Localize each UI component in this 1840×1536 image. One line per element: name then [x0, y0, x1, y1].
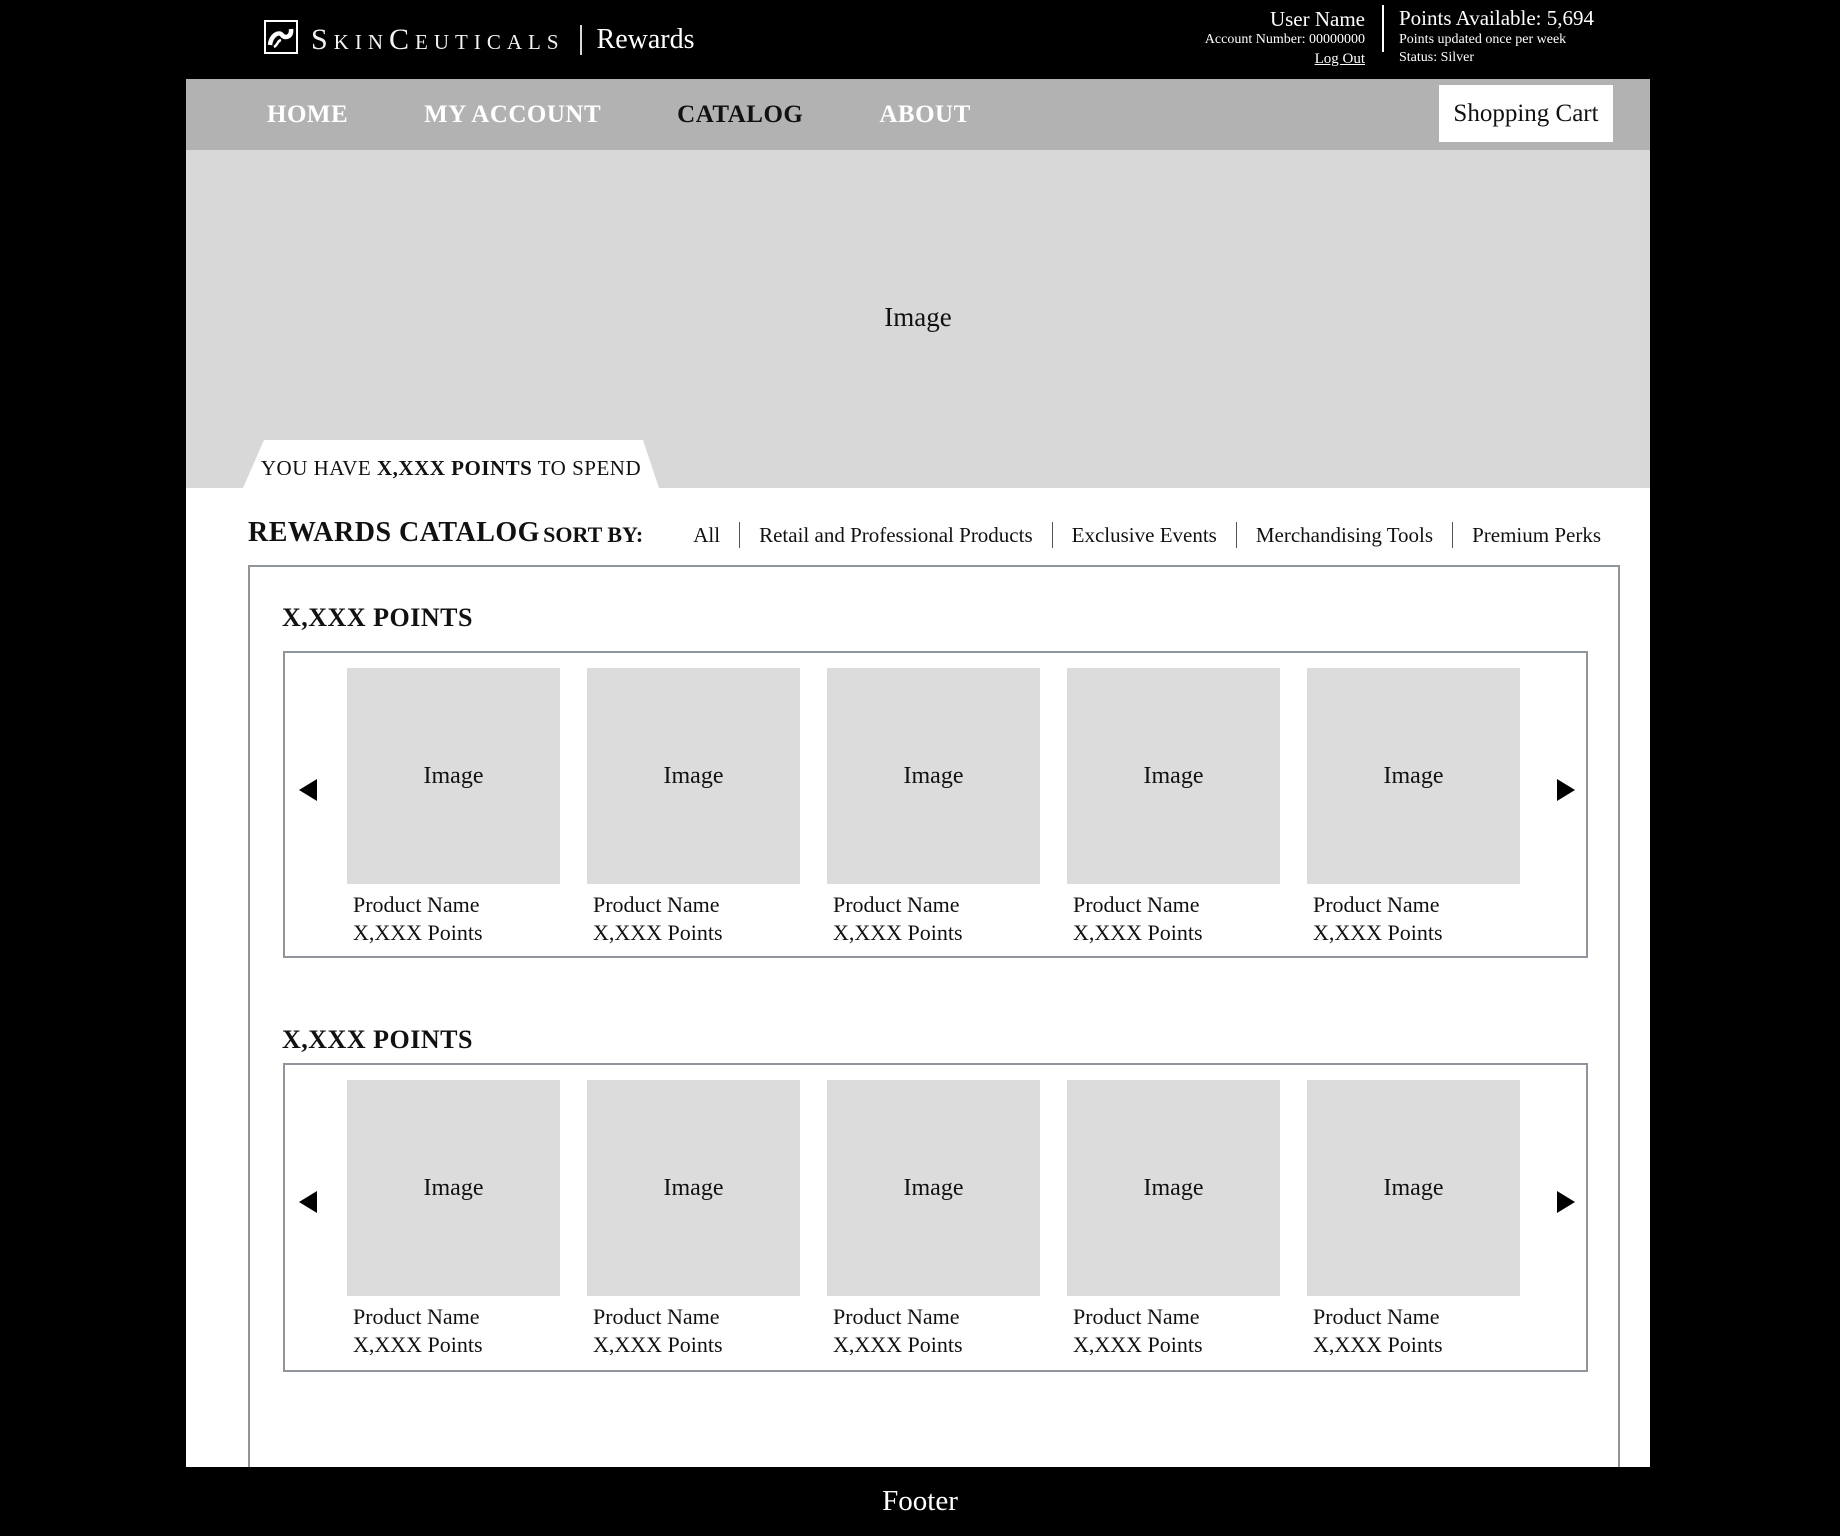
product-name: Product Name: [353, 892, 480, 917]
nav-item-about[interactable]: ABOUT: [879, 100, 971, 128]
status-badge: Status: Silver: [1399, 50, 1475, 65]
catalog-panel: X,XXX POINTS Image Product Name X,XXX Po…: [248, 565, 1620, 1467]
product-image-placeholder: Image: [587, 1080, 800, 1296]
filter-separator: [1452, 522, 1454, 548]
nav-item-home[interactable]: HOME: [267, 100, 349, 128]
hero-image-placeholder: Image: [884, 302, 952, 332]
product-image-placeholder: Image: [347, 1080, 560, 1296]
points-available: Points Available: 5,694: [1399, 6, 1595, 30]
product-name: Product Name: [1073, 892, 1200, 917]
section-heading: X,XXX POINTS: [282, 603, 473, 632]
filter-retail-professional[interactable]: Retail and Professional Products: [759, 522, 1033, 547]
account-info: User Name Account Number: 00000000 Log O…: [1010, 8, 1365, 68]
brand-divider: [579, 24, 582, 55]
product-points: X,XXX Points: [833, 920, 963, 945]
product-image-placeholder: Image: [347, 668, 560, 884]
carousel-next-arrow[interactable]: [1557, 1191, 1575, 1213]
account-number: Account Number: 00000000: [1204, 32, 1365, 47]
skinceuticals-logo-icon: [264, 20, 298, 59]
product-points: X,XXX Points: [1313, 920, 1443, 945]
brand-product-name: Rewards: [596, 23, 695, 55]
product-points: X,XXX Points: [1313, 1332, 1443, 1357]
product-image-placeholder: Image: [1067, 1080, 1280, 1296]
user-name: User Name: [1269, 7, 1365, 31]
product-name: Product Name: [833, 1304, 960, 1329]
carousel-prev-arrow[interactable]: [299, 1191, 317, 1213]
banner-suffix: TO SPEND: [532, 456, 642, 480]
product-card[interactable]: Image Product Name X,XXX Points: [827, 668, 1040, 946]
filter-separator: [1051, 522, 1053, 548]
brand-name: SkinCeuticals: [311, 22, 565, 56]
header-divider: [1382, 5, 1384, 52]
site-footer: Footer: [0, 1467, 1840, 1536]
log-out-link[interactable]: Log Out: [1314, 51, 1365, 67]
product-points: X,XXX Points: [593, 1332, 723, 1357]
product-card[interactable]: Image Product Name X,XXX Points: [347, 668, 560, 946]
product-points: X,XXX Points: [593, 920, 723, 945]
product-points: X,XXX Points: [1073, 920, 1203, 945]
product-card[interactable]: Image Product Name X,XXX Points: [1067, 1080, 1280, 1358]
shopping-cart-button[interactable]: Shopping Cart: [1439, 85, 1613, 142]
product-points: X,XXX Points: [353, 920, 483, 945]
product-points: X,XXX Points: [353, 1332, 483, 1357]
product-image-placeholder: Image: [587, 668, 800, 884]
product-name: Product Name: [593, 1304, 720, 1329]
filter-all[interactable]: All: [693, 522, 721, 547]
filter-exclusive-events[interactable]: Exclusive Events: [1071, 522, 1217, 547]
product-image-placeholder: Image: [1067, 668, 1280, 884]
nav-item-catalog[interactable]: CATALOG: [677, 100, 804, 128]
page-title: REWARDS CATALOG: [248, 517, 540, 548]
product-name: Product Name: [1313, 1304, 1440, 1329]
points-update-note: Points updated once per week: [1399, 32, 1567, 47]
product-name: Product Name: [1073, 1304, 1200, 1329]
product-card[interactable]: Image Product Name X,XXX Points: [1067, 668, 1280, 946]
product-name: Product Name: [353, 1304, 480, 1329]
product-name: Product Name: [593, 892, 720, 917]
product-name: Product Name: [833, 892, 960, 917]
carousel-prev-arrow[interactable]: [299, 779, 317, 801]
product-card[interactable]: Image Product Name X,XXX Points: [827, 1080, 1040, 1358]
footer-label: Footer: [882, 1485, 958, 1517]
nav-item-list: HOME MY ACCOUNT CATALOG ABOUT: [186, 79, 1650, 150]
product-card[interactable]: Image Product Name X,XXX Points: [587, 1080, 800, 1358]
filter-merchandising-tools[interactable]: Merchandising Tools: [1255, 522, 1434, 547]
filter-separator: [739, 522, 741, 548]
product-card[interactable]: Image Product Name X,XXX Points: [587, 668, 800, 946]
section-heading: X,XXX POINTS: [282, 1025, 473, 1054]
brand-logo[interactable]: SkinCeuticals Rewards: [264, 20, 695, 59]
sort-by-label: SORT BY:: [543, 522, 644, 547]
filter-separator: [1235, 522, 1237, 548]
product-name: Product Name: [1313, 892, 1440, 917]
product-carousel: Image Product Name X,XXX Points Image Pr…: [283, 1063, 1588, 1372]
site-header: SkinCeuticals Rewards User Name Account …: [0, 0, 1840, 79]
hero-banner: Image YOU HAVE X,XXX POINTS TO SPEND: [186, 150, 1650, 488]
carousel-next-arrow[interactable]: [1557, 779, 1575, 801]
page-content: REWARDS CATALOG SORT BY: All Retail and …: [186, 488, 1650, 1467]
product-points: X,XXX Points: [1073, 1332, 1203, 1357]
product-points: X,XXX Points: [833, 1332, 963, 1357]
product-card[interactable]: Image Product Name X,XXX Points: [1307, 668, 1520, 946]
main-nav: HOME MY ACCOUNT CATALOG ABOUT Shopping C…: [186, 79, 1650, 150]
points-info: Points Available: 5,694 Points updated o…: [1399, 7, 1594, 66]
nav-item-my-account[interactable]: MY ACCOUNT: [424, 100, 602, 128]
product-image-placeholder: Image: [1307, 1080, 1520, 1296]
product-card[interactable]: Image Product Name X,XXX Points: [1307, 1080, 1520, 1358]
product-card[interactable]: Image Product Name X,XXX Points: [347, 1080, 560, 1358]
sort-bar: SORT BY: All Retail and Professional Pro…: [543, 522, 1620, 548]
product-image-placeholder: Image: [1307, 668, 1520, 884]
banner-points-highlight: X,XXX POINTS: [377, 456, 533, 480]
product-carousel: Image Product Name X,XXX Points Image Pr…: [283, 651, 1588, 958]
product-image-placeholder: Image: [827, 1080, 1040, 1296]
banner-prefix: YOU HAVE: [260, 456, 377, 480]
points-to-spend-banner: YOU HAVE X,XXX POINTS TO SPEND: [243, 440, 659, 488]
product-image-placeholder: Image: [827, 668, 1040, 884]
filter-premium-perks[interactable]: Premium Perks: [1472, 522, 1601, 547]
